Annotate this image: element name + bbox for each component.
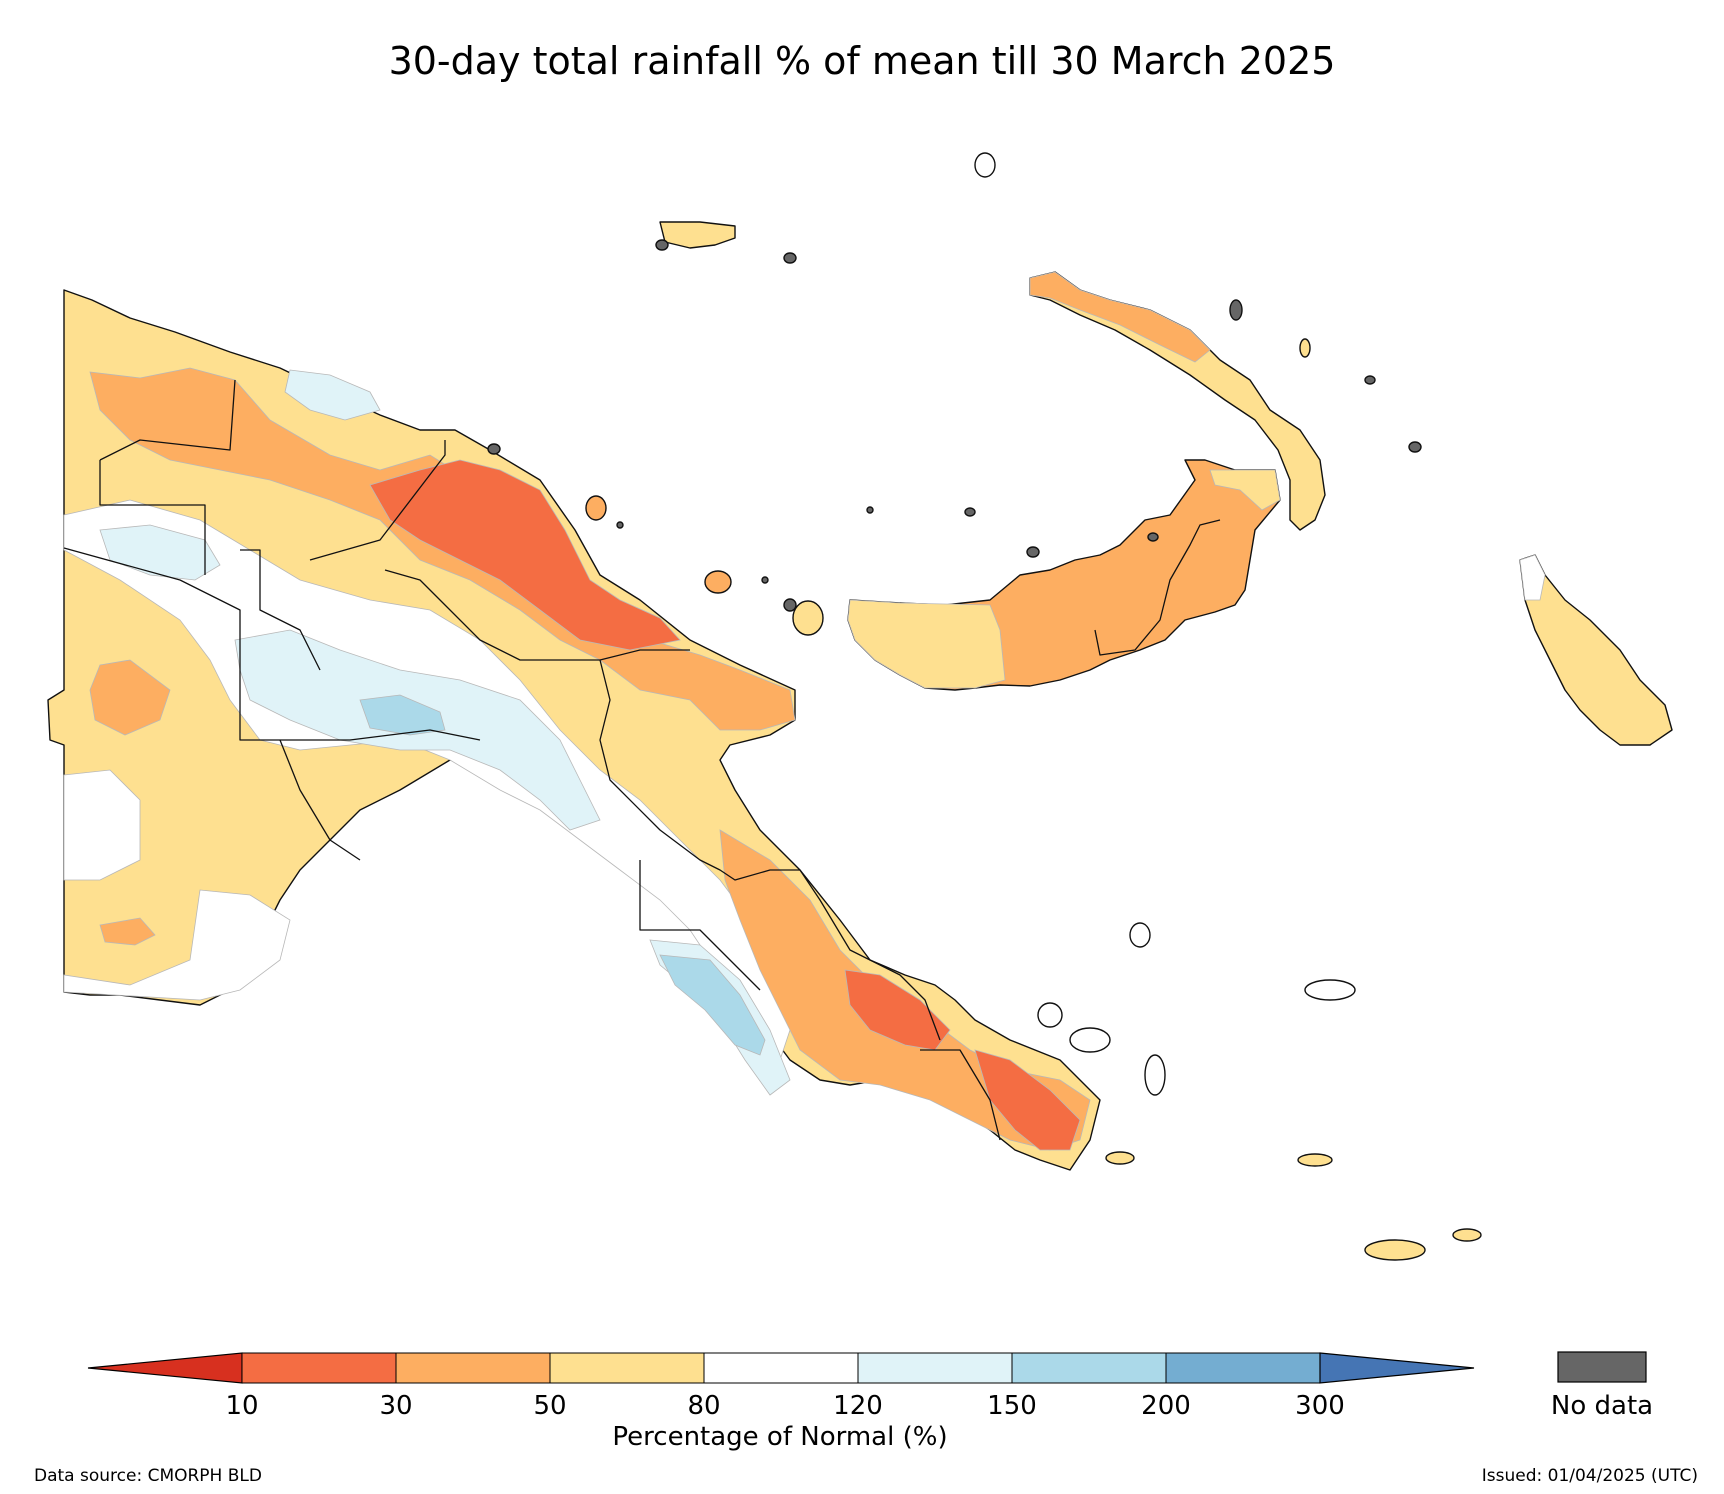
bougainville [1519, 554, 1673, 746]
contour-120-150-north [284, 369, 381, 421]
colorbar-seg-80-120 [703, 1352, 859, 1384]
new-britain-east-yellow [1209, 469, 1281, 511]
colorbar-seg-200-300 [1165, 1352, 1321, 1384]
colorbar-tick-80: 80 [687, 1391, 720, 1421]
contour-150-200-central [359, 694, 446, 736]
contour-30-50-southwest [99, 917, 156, 946]
colorbar-seg-150-200 [1011, 1352, 1167, 1384]
contour-10-30-easttip [974, 1049, 1081, 1151]
colorbar-tick-50: 50 [533, 1391, 566, 1421]
colorbar: 10 30 50 80 120 150 200 300 Percentage o… [87, 1352, 1475, 1452]
colorbar-tick-300: 300 [1295, 1391, 1345, 1421]
colorbar-ext-high [1319, 1352, 1475, 1384]
colorbar-seg-120-150 [857, 1352, 1013, 1384]
colorbar-tick-10: 10 [225, 1391, 258, 1421]
contour-150-200-south [659, 954, 766, 1056]
map-area [47, 152, 1673, 1261]
no-data-legend: No data [1551, 1351, 1653, 1421]
contour-80-120-south-coast [63, 889, 291, 1001]
colorbar-label: Percentage of Normal (%) [612, 1422, 947, 1452]
contour-10-30-north [369, 459, 681, 651]
colorbar-tick-30: 30 [379, 1391, 412, 1421]
new-britain-west-yellow [847, 599, 1006, 689]
no-data-swatch [1557, 1351, 1647, 1383]
province-borders [63, 379, 1001, 1141]
contour-30-50-west [89, 659, 171, 736]
map-title: 30-day total rainfall % of mean till 30 … [389, 39, 1336, 83]
manus-island [659, 221, 736, 249]
new-ireland-orange [1029, 271, 1211, 363]
bougainville-white [1519, 554, 1546, 601]
new-ireland [1029, 271, 1326, 531]
no-data-label: No data [1551, 1391, 1653, 1421]
new-britain-border [1094, 519, 1221, 656]
colorbar-tick-200: 200 [1141, 1391, 1191, 1421]
colorbar-ext-low [87, 1352, 243, 1384]
colorbar-tick-120: 120 [833, 1391, 883, 1421]
contour-80-120-southwest [63, 769, 141, 881]
issued-text: Issued: 01/04/2025 (UTC) [1482, 1466, 1698, 1486]
colorbar-seg-30-50 [395, 1352, 551, 1384]
small-islands [487, 152, 1482, 1261]
colorbar-tick-150: 150 [987, 1391, 1037, 1421]
colorbar-seg-10-30 [241, 1352, 397, 1384]
data-source-text: Data source: CMORPH BLD [34, 1466, 262, 1486]
colorbar-seg-50-80 [549, 1352, 705, 1384]
